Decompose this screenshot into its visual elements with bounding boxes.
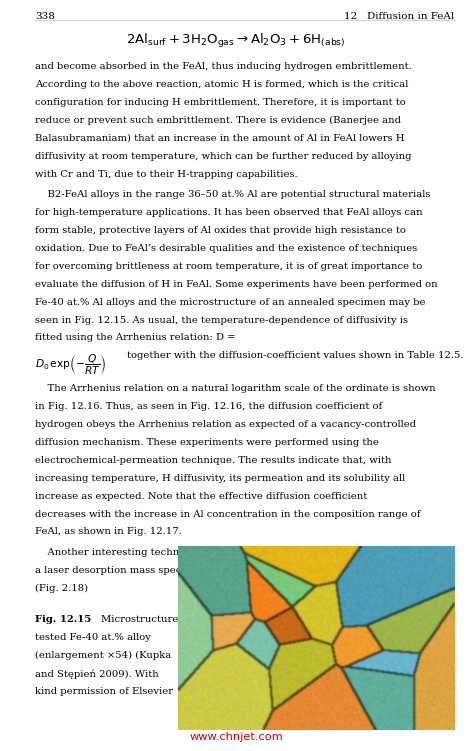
Text: diffusivity at room temperature, which can be further reduced by alloying: diffusivity at room temperature, which c… (35, 152, 412, 161)
Text: diffusion mechanism. These experiments were performed using the: diffusion mechanism. These experiments w… (35, 438, 379, 447)
Text: decreases with the increase in Al concentration in the composition range of: decreases with the increase in Al concen… (35, 509, 421, 518)
Text: and Stępień 2009). With: and Stępień 2009). With (35, 669, 159, 679)
Text: Microstructure of: Microstructure of (101, 615, 192, 624)
Text: Fig. 12.15: Fig. 12.15 (35, 615, 92, 624)
Text: Another interesting technique for evaluating H diffusion in FeAl is based on: Another interesting technique for evalua… (35, 548, 434, 557)
Text: tested Fe-40 at.% alloy: tested Fe-40 at.% alloy (35, 633, 151, 642)
Text: evaluate the diffusion of H in FeAl. Some experiments have been performed on: evaluate the diffusion of H in FeAl. Som… (35, 280, 438, 289)
Text: $2\mathrm{Al}_{\mathrm{surf}} + 3\mathrm{H_2O}_{\mathrm{gas}} \rightarrow \mathr: $2\mathrm{Al}_{\mathrm{surf}} + 3\mathrm… (126, 32, 346, 50)
Text: $D_0\,\exp\!\left(-\dfrac{Q}{RT}\right)$: $D_0\,\exp\!\left(-\dfrac{Q}{RT}\right)$ (35, 353, 107, 377)
Text: in Fig. 12.16. Thus, as seen in Fig. 12.16, the diffusion coefficient of: in Fig. 12.16. Thus, as seen in Fig. 12.… (35, 403, 383, 412)
Text: configuration for inducing H embrittlement. Therefore, it is important to: configuration for inducing H embrittleme… (35, 98, 406, 107)
Text: for high-temperature applications. It has been observed that FeAl alloys can: for high-temperature applications. It ha… (35, 208, 423, 217)
Text: with Cr and Ti, due to their H-trapping capabilities.: with Cr and Ti, due to their H-trapping … (35, 170, 298, 179)
Text: FeAl, as shown in Fig. 12.17.: FeAl, as shown in Fig. 12.17. (35, 527, 182, 536)
Text: increase as expected. Note that the effective diffusion coefficient: increase as expected. Note that the effe… (35, 492, 368, 501)
Text: increasing temperature, H diffusivity, its permeation and its solubility all: increasing temperature, H diffusivity, i… (35, 474, 405, 483)
Text: a laser desorption mass spectrometric method to detect the presence of H: a laser desorption mass spectrometric me… (35, 566, 413, 575)
Text: kind permission of Elsevier: kind permission of Elsevier (35, 687, 174, 696)
Text: together with the diffusion-coefficient values shown in Table 12.5.: together with the diffusion-coefficient … (127, 351, 464, 360)
Text: 12   Diffusion in FeAl: 12 Diffusion in FeAl (344, 12, 455, 21)
Text: Balasubramaniam) that an increase in the amount of Al in FeAl lowers H: Balasubramaniam) that an increase in the… (35, 134, 405, 143)
Text: 338: 338 (35, 12, 55, 21)
Text: The Arrhenius relation on a natural logarithm scale of the ordinate is shown: The Arrhenius relation on a natural loga… (35, 385, 436, 394)
Text: seen in Fig. 12.15. As usual, the temperature-dependence of diffusivity is: seen in Fig. 12.15. As usual, the temper… (35, 315, 408, 324)
Text: According to the above reaction, atomic H is formed, which is the critical: According to the above reaction, atomic … (35, 80, 409, 89)
Text: fitted using the Arrhenius relation: D =: fitted using the Arrhenius relation: D = (35, 333, 236, 342)
Text: www.chnjet.com: www.chnjet.com (189, 732, 283, 742)
Text: for overcoming brittleness at room temperature, it is of great importance to: for overcoming brittleness at room tempe… (35, 262, 422, 271)
Text: form stable, protective layers of Al oxides that provide high resistance to: form stable, protective layers of Al oxi… (35, 226, 406, 235)
Text: (enlargement ×54) (Kupka: (enlargement ×54) (Kupka (35, 651, 172, 660)
Text: electrochemical-permeation technique. The results indicate that, with: electrochemical-permeation technique. Th… (35, 456, 392, 465)
Text: (Fig. 2.18): (Fig. 2.18) (35, 584, 89, 593)
Text: hydrogen obeys the Arrhenius relation as expected of a vacancy-controlled: hydrogen obeys the Arrhenius relation as… (35, 420, 416, 429)
Text: B2-FeAl alloys in the range 36–50 at.% Al are potential structural materials: B2-FeAl alloys in the range 36–50 at.% A… (35, 191, 431, 200)
Text: reduce or prevent such embrittlement. There is evidence (Banerjee and: reduce or prevent such embrittlement. Th… (35, 116, 401, 125)
Text: and become absorbed in the FeAl, thus inducing hydrogen embrittlement.: and become absorbed in the FeAl, thus in… (35, 62, 412, 71)
Text: Fe-40 at.% Al alloys and the microstructure of an annealed specimen may be: Fe-40 at.% Al alloys and the microstruct… (35, 297, 426, 306)
Text: oxidation. Due to FeAl’s desirable qualities and the existence of techniques: oxidation. Due to FeAl’s desirable quali… (35, 244, 418, 253)
